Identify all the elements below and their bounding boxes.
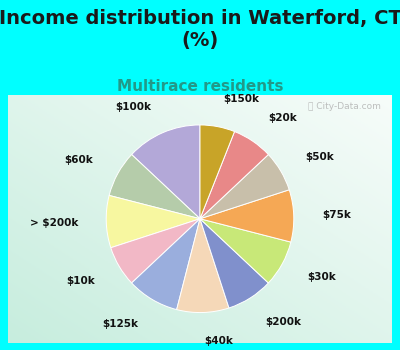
Text: Multirace residents: Multirace residents xyxy=(117,79,283,94)
Wedge shape xyxy=(132,125,200,219)
Wedge shape xyxy=(200,132,268,219)
Wedge shape xyxy=(200,190,294,242)
Wedge shape xyxy=(109,155,200,219)
Text: $125k: $125k xyxy=(102,319,138,329)
Wedge shape xyxy=(200,155,289,219)
Wedge shape xyxy=(200,125,234,219)
Wedge shape xyxy=(106,195,200,248)
Text: $100k: $100k xyxy=(116,102,152,112)
Text: > $200k: > $200k xyxy=(30,218,78,228)
Text: ⓘ City-Data.com: ⓘ City-Data.com xyxy=(308,102,380,111)
Text: $200k: $200k xyxy=(265,317,301,327)
Text: Income distribution in Waterford, CT
(%): Income distribution in Waterford, CT (%) xyxy=(0,9,400,50)
Text: $75k: $75k xyxy=(322,210,351,220)
Text: $60k: $60k xyxy=(64,155,93,165)
Wedge shape xyxy=(111,219,200,283)
Text: $40k: $40k xyxy=(204,336,233,346)
Text: $20k: $20k xyxy=(268,113,297,123)
Text: $30k: $30k xyxy=(307,273,336,282)
Text: $10k: $10k xyxy=(66,276,95,286)
Text: $50k: $50k xyxy=(305,152,334,162)
Text: $150k: $150k xyxy=(223,94,259,104)
Wedge shape xyxy=(200,219,291,283)
Wedge shape xyxy=(132,219,200,310)
Wedge shape xyxy=(177,219,229,313)
Wedge shape xyxy=(200,219,268,308)
